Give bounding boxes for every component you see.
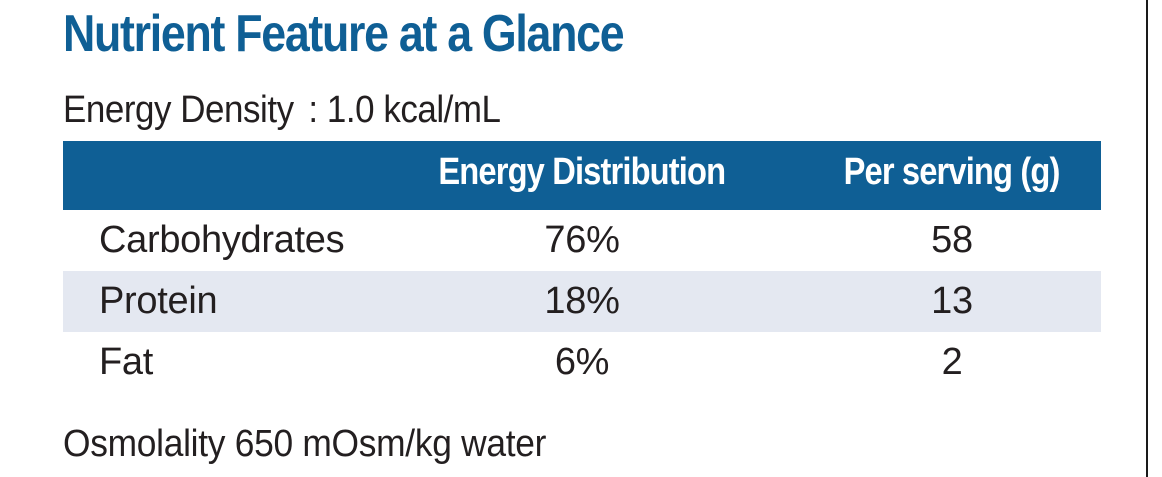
energy-distribution-value: 6% [554,341,610,383]
table-header: Energy Distribution Per serving (g) [63,141,1101,210]
table-row: Carbohydrates 76% 58 [63,210,1101,271]
per-serving-value: 2 [941,341,963,383]
energy-density-value: : 1.0 kcal/mL [308,89,501,131]
nutrient-name: Fat [99,341,154,383]
page-edge-divider [1146,0,1148,477]
header-energy-distribution: Energy Distribution [438,151,727,193]
table-row: Protein 18% 13 [63,271,1101,332]
nutrient-table: Energy Distribution Per serving (g) Carb… [63,141,1101,393]
osmolality: Osmolality 650 mOsm/kg water [63,423,547,465]
nutrient-name: Protein [99,280,218,322]
energy-distribution-value: 76% [544,219,620,261]
nutrient-name: Carbohydrates [99,219,345,261]
per-serving-value: 13 [931,280,973,322]
table-row: Fat 6% 2 [63,332,1101,393]
header-per-serving: Per serving (g) [844,151,1061,193]
per-serving-value: 58 [931,219,973,261]
page-title: Nutrient Feature at a Glance [63,5,625,63]
energy-density: Energy Density : 1.0 kcal/mL [63,84,501,136]
energy-distribution-value: 18% [544,280,620,322]
energy-density-label: Energy Density [63,89,294,131]
